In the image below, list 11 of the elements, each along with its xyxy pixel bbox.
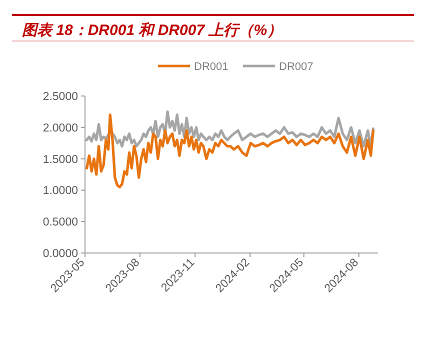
y-tick-label: 1.0000	[42, 185, 78, 198]
chart-title: 图表 18：DR001 和 DR007 上行（%）	[22, 22, 282, 39]
y-tick-label: 2.5000	[42, 91, 78, 103]
y-tick-label: 0.0000	[42, 248, 78, 260]
line-series	[85, 114, 375, 188]
y-tick-label: 0.5000	[42, 216, 78, 229]
legend-label: DR007	[279, 61, 314, 73]
line-series	[85, 110, 375, 148]
y-tick-label: 1.5000	[42, 154, 78, 166]
legend-label: DR001	[194, 61, 228, 73]
y-tick-label: 2.0000	[42, 122, 78, 134]
